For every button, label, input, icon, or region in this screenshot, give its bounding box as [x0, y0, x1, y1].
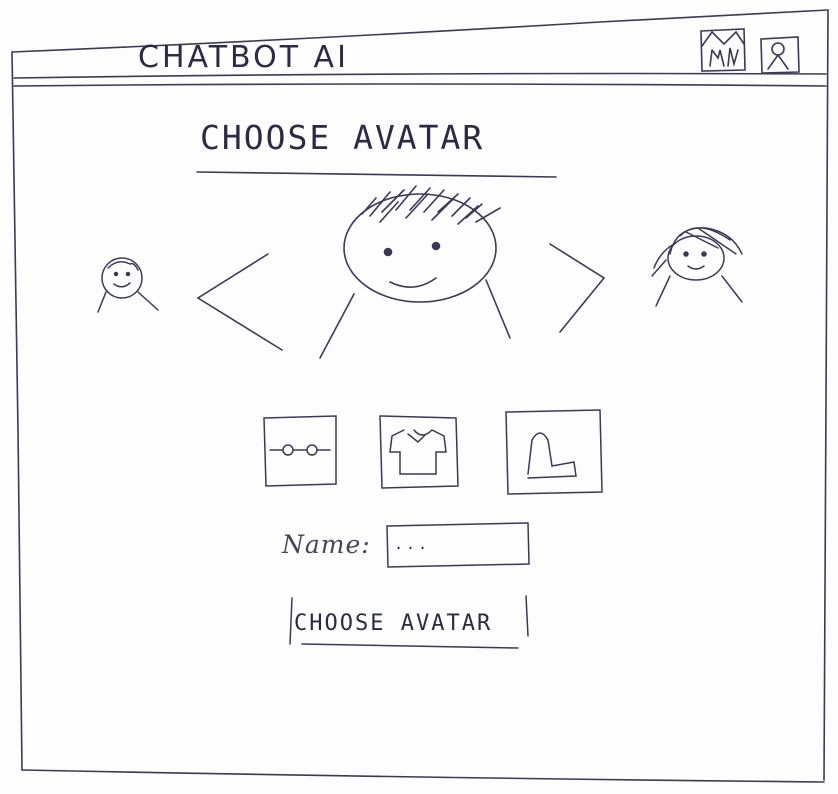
- page-title: CHOOSE AVATAR: [200, 118, 485, 157]
- avatar-option-left[interactable]: [90, 250, 170, 320]
- app-title: CHATBOT AI: [138, 40, 349, 75]
- hat-accessory[interactable]: [502, 408, 604, 496]
- avatar-boy-icon: [97, 257, 159, 313]
- glasses-accessory[interactable]: [260, 412, 340, 488]
- shirt-icon: [379, 415, 459, 489]
- shirt-accessory[interactable]: [376, 412, 462, 490]
- avatar-boy-large-icon: [319, 185, 511, 359]
- avatar-girl-icon: [651, 227, 743, 307]
- home-icon: [700, 28, 746, 72]
- previous-avatar-button[interactable]: [194, 250, 286, 355]
- avatar-option-right[interactable]: [646, 214, 750, 310]
- next-avatar-button[interactable]: [546, 240, 610, 336]
- name-input[interactable]: [386, 524, 528, 564]
- name-label: Name:: [282, 530, 371, 559]
- choose-button-border: [289, 595, 529, 649]
- hat-icon: [505, 409, 603, 495]
- avatar-option-center[interactable]: [310, 182, 520, 362]
- chevron-left-icon: [196, 253, 283, 351]
- choose-avatar-button[interactable]: CHOOSE AVATAR: [294, 600, 526, 646]
- user-profile-icon: [760, 36, 800, 74]
- home-button[interactable]: [698, 26, 748, 72]
- chevron-right-icon: [549, 243, 606, 333]
- profile-button[interactable]: [758, 34, 802, 76]
- glasses-icon: [263, 415, 337, 487]
